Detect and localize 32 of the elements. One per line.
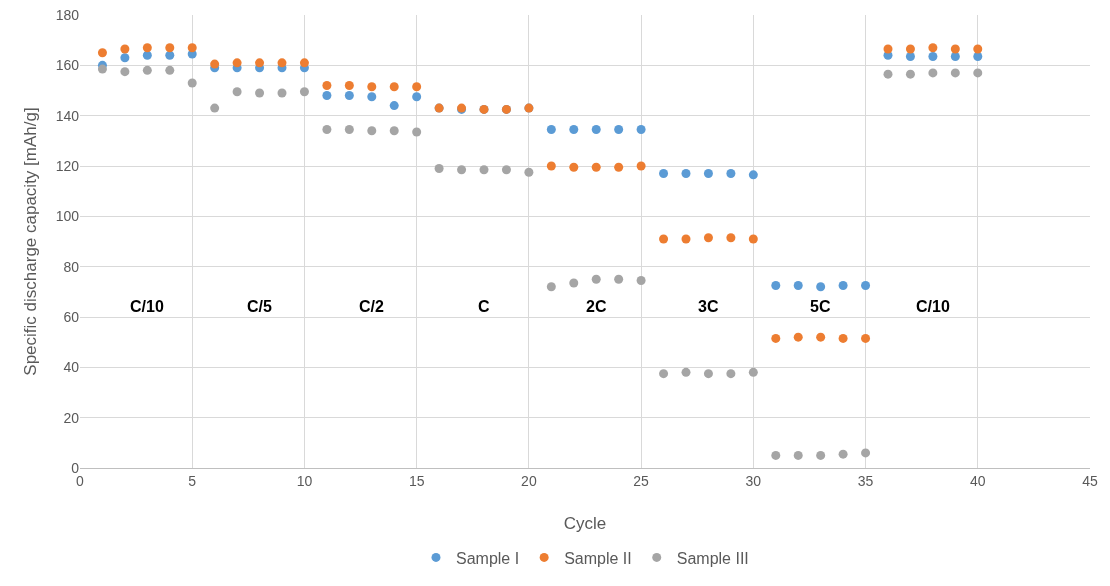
y-axis-title: Specific discharge capacity [mAh/g]	[21, 107, 40, 376]
x-tick-label: 15	[408, 472, 425, 489]
y-tick-label: 0	[71, 459, 80, 476]
x-axis-title: Cycle	[563, 514, 607, 533]
annotation: 2C	[586, 298, 607, 315]
y-tick-label: 80	[63, 258, 80, 275]
annotation: C/2	[359, 298, 384, 315]
x-tick-label: 20	[521, 472, 537, 489]
x-tick-label: 10	[296, 472, 313, 489]
y-tick-label: 60	[63, 308, 80, 325]
annotation: 3C	[698, 298, 719, 315]
y-tick-label: 40	[63, 359, 80, 376]
y-tick-label: 140	[55, 107, 80, 124]
annotation: 5C	[810, 298, 831, 315]
x-tick-label: 45	[1082, 472, 1098, 489]
y-tick-label: 100	[55, 208, 80, 225]
legend-label: Sample II	[564, 549, 632, 567]
x-tick-label: 35	[857, 472, 874, 489]
x-tick-label: 5	[188, 472, 197, 489]
legend-label: Sample III	[676, 549, 749, 567]
annotation: C	[478, 298, 490, 315]
annotation: C/10	[916, 298, 950, 315]
y-tick-label: 180	[55, 6, 80, 23]
y-tick-label: 120	[55, 157, 80, 174]
annotation: C/5	[247, 298, 272, 315]
x-tick-label: 40	[969, 472, 986, 489]
y-tick-label: 160	[55, 57, 80, 74]
legend-label: Sample I	[456, 549, 520, 567]
x-tick-label: 25	[633, 472, 650, 489]
y-tick-label: 20	[63, 409, 80, 426]
annotation: C/10	[130, 298, 164, 315]
x-tick-label: 30	[745, 472, 762, 489]
